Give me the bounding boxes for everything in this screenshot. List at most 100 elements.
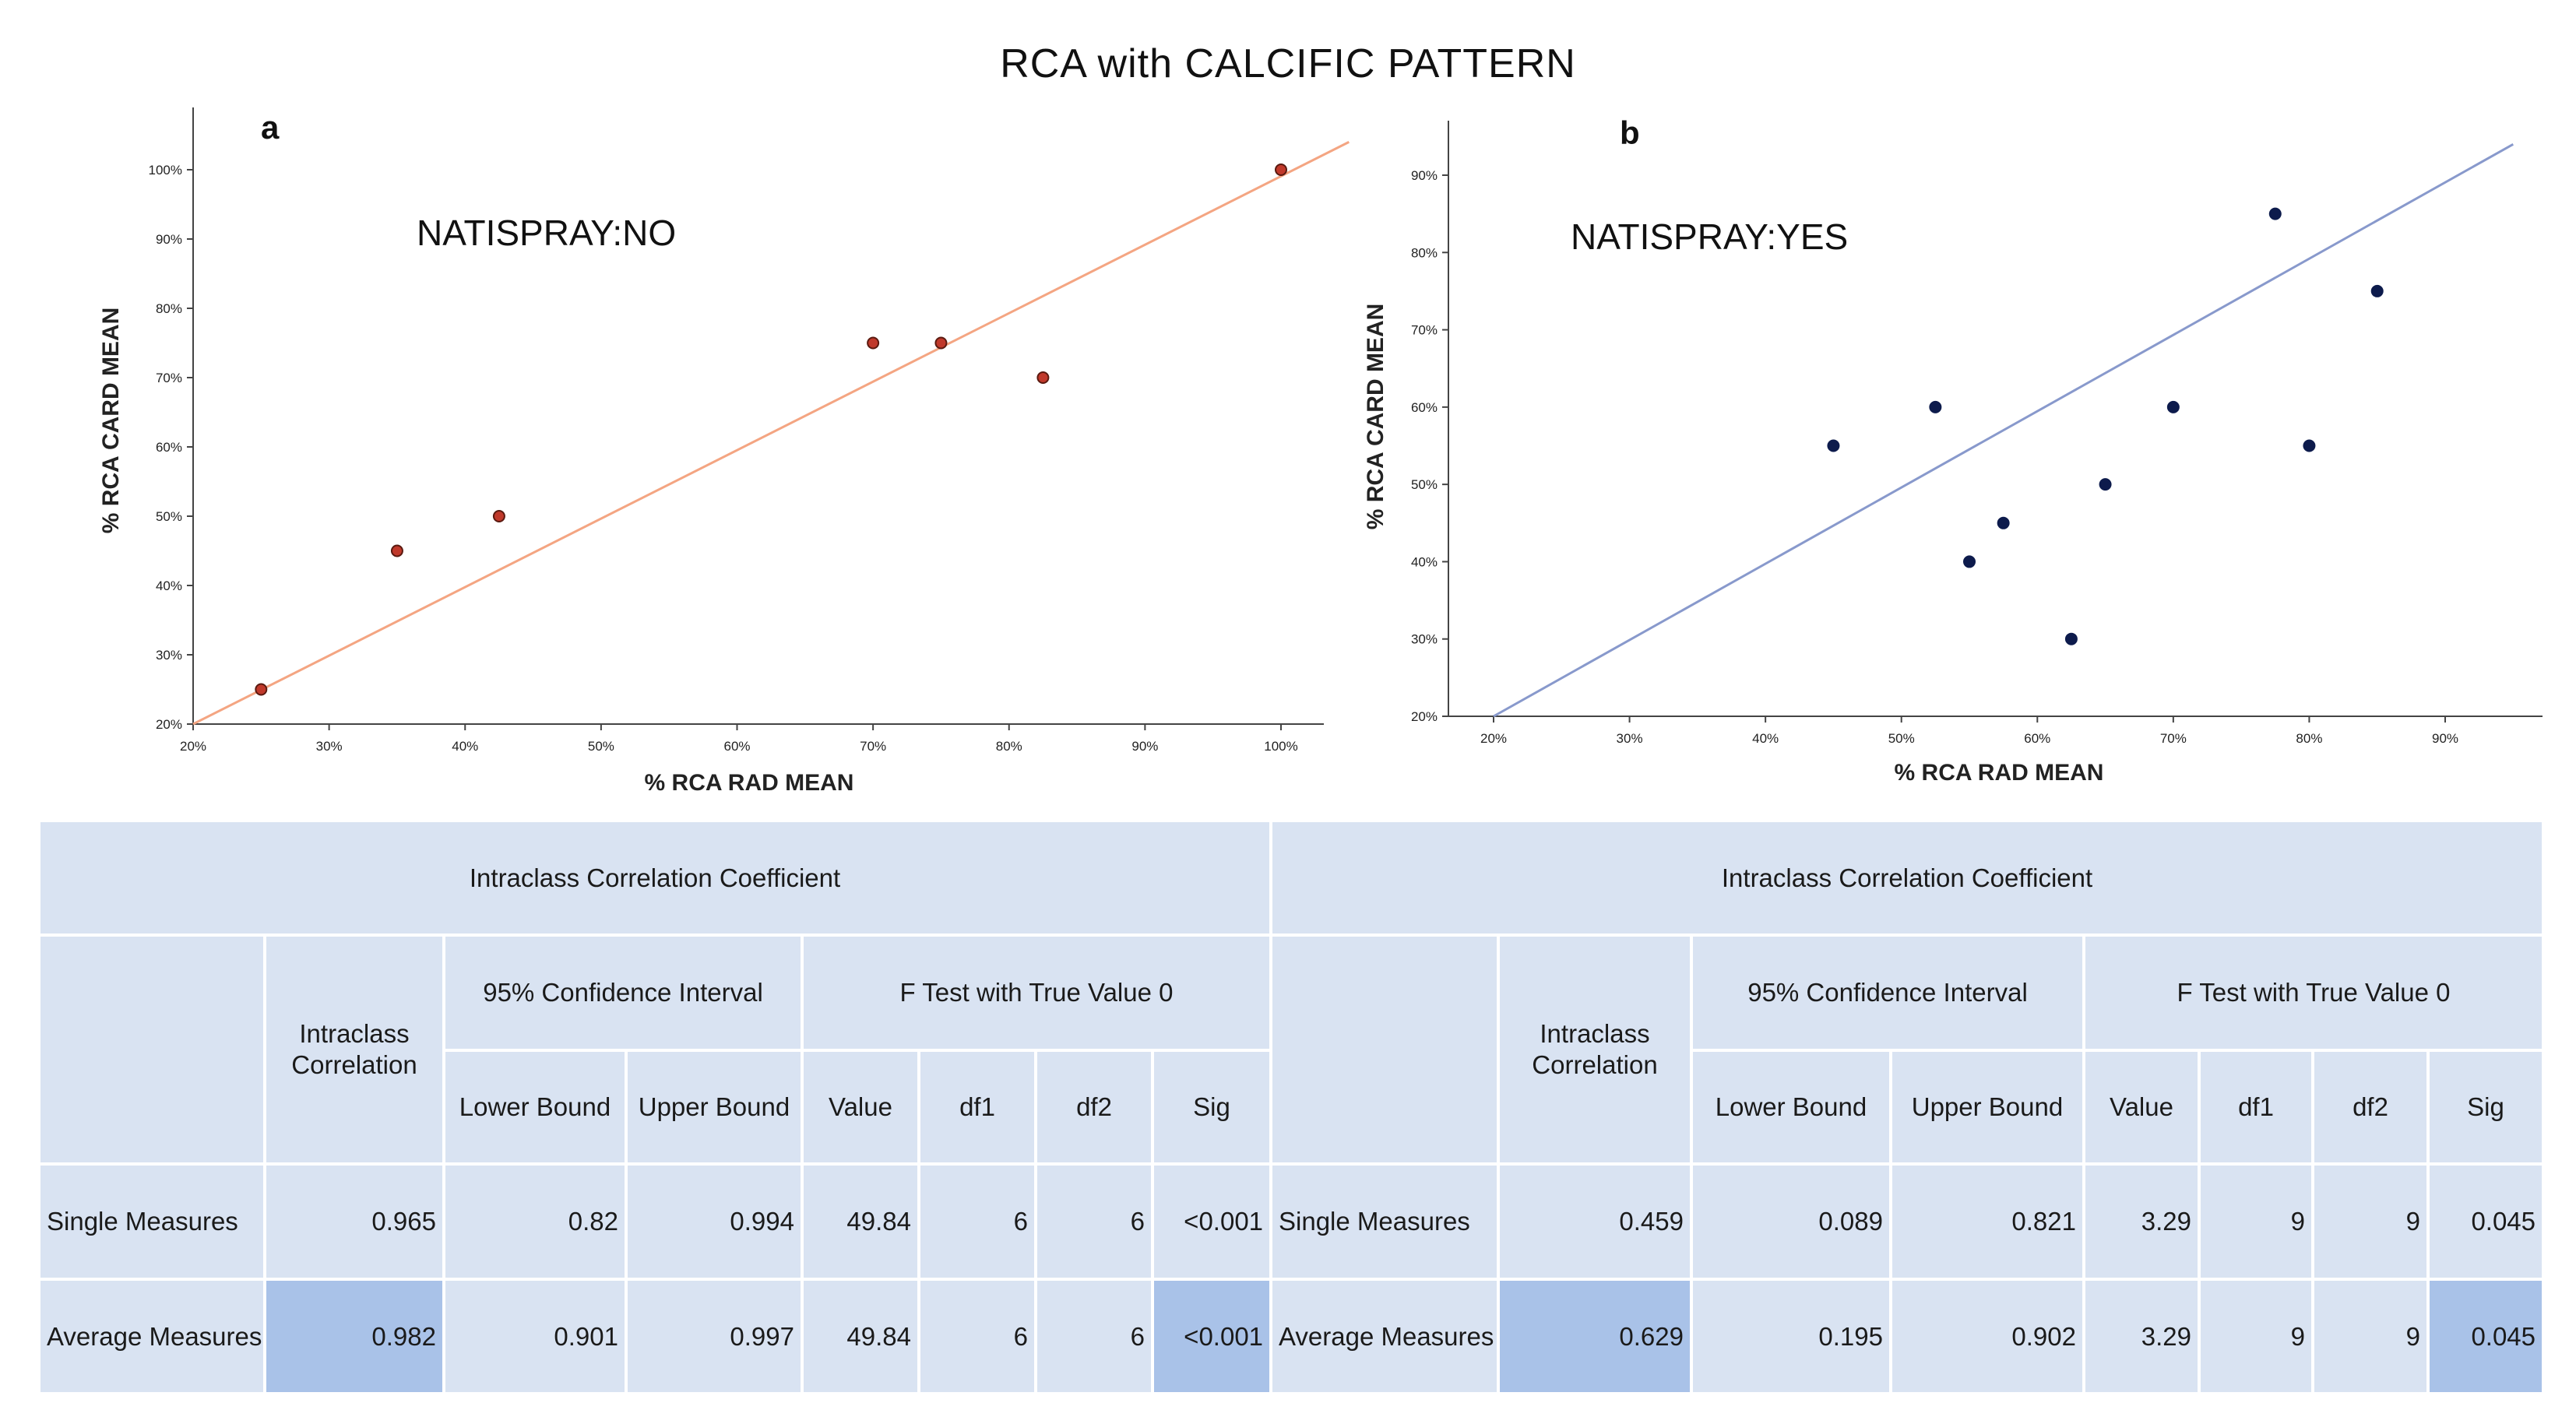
cell-sig: <0.001	[1150, 1162, 1273, 1281]
cell-df2: 6	[1034, 1162, 1154, 1281]
x-axis-label: % RCA RAD MEAN	[645, 770, 854, 796]
data-point	[390, 544, 403, 557]
y-axis-label: % RCA CARD MEAN	[98, 308, 124, 534]
data-point	[492, 510, 505, 522]
row-label: Single Measures	[37, 1162, 266, 1281]
row-label: Average Measures	[1269, 1278, 1500, 1395]
data-point	[867, 336, 880, 350]
x-tick-label: 40%	[452, 739, 478, 754]
row-label-header	[1269, 934, 1500, 1166]
fit-line	[1493, 142, 2514, 718]
col-sig: Sig	[1150, 1049, 1273, 1166]
icc-table-left: Intraclass Correlation Coefficient Intra…	[37, 819, 1273, 1395]
table-row: Single Measures 0.459 0.089 0.821 3.29 9…	[1269, 1162, 2546, 1281]
cell-df1: 9	[2198, 1278, 2314, 1395]
y-tick-label: 90%	[1411, 168, 1438, 183]
x-tick-label: 60%	[723, 739, 750, 754]
row-label: Single Measures	[1269, 1162, 1500, 1281]
col-upper-bound: Upper Bound	[625, 1049, 804, 1166]
cell-lower: 0.901	[442, 1278, 628, 1395]
cell-df1: 9	[2198, 1162, 2314, 1281]
y-tick-label: 50%	[1411, 477, 1438, 492]
x-tick-label: 20%	[180, 739, 206, 754]
x-tick-label: 30%	[316, 739, 343, 754]
cell-icc: 0.629	[1497, 1278, 1693, 1395]
y-tick-label: 20%	[1411, 709, 1438, 724]
x-tick-label: 100%	[1264, 739, 1297, 754]
y-tick-label: 70%	[156, 371, 182, 385]
col-header-ftest: F Test with True Value 0	[2082, 934, 2546, 1052]
data-point	[255, 683, 268, 696]
cell-df1: 6	[917, 1162, 1037, 1281]
cell-upper: 0.994	[625, 1162, 804, 1281]
table-header: Intraclass Correlation Coefficient	[37, 819, 1273, 937]
cell-sig: 0.045	[2426, 1162, 2546, 1281]
col-df2: df2	[1034, 1049, 1154, 1166]
table-row: Single Measures 0.965 0.82 0.994 49.84 6…	[37, 1162, 1273, 1281]
x-axis-label: % RCA RAD MEAN	[1895, 760, 2104, 786]
row-label: Average Measures	[37, 1278, 266, 1395]
condition-label: NATISPRAY:YES	[1571, 216, 1848, 257]
col-sig: Sig	[2426, 1049, 2546, 1166]
cell-df2: 9	[2311, 1162, 2430, 1281]
col-df1: df1	[2198, 1049, 2314, 1166]
x-tick-label: 90%	[2432, 731, 2458, 746]
x-tick-label: 70%	[2160, 731, 2187, 746]
x-tick-label: 70%	[860, 739, 886, 754]
x-tick-label: 60%	[2024, 731, 2050, 746]
y-tick-label: 90%	[156, 232, 182, 247]
cell-upper: 0.902	[1889, 1278, 2085, 1395]
col-df2: df2	[2311, 1049, 2430, 1166]
x-tick-label: 50%	[1888, 731, 1915, 746]
cell-sig: 0.045	[2426, 1278, 2546, 1395]
cell-lower: 0.82	[442, 1162, 628, 1281]
x-tick-label: 90%	[1131, 739, 1158, 754]
col-df1: df1	[917, 1049, 1037, 1166]
data-point	[934, 336, 948, 350]
data-point	[2268, 207, 2282, 220]
data-point	[1275, 164, 1287, 176]
cell-df1: 6	[917, 1278, 1037, 1395]
col-lower-bound: Lower Bound	[442, 1049, 628, 1166]
y-tick-label: 80%	[1411, 245, 1438, 260]
cell-sig: <0.001	[1150, 1278, 1273, 1395]
cell-value: 49.84	[801, 1278, 920, 1395]
cell-df2: 6	[1034, 1278, 1154, 1395]
x-tick-label: 20%	[1480, 731, 1507, 746]
data-point	[2370, 284, 2384, 297]
cell-lower: 0.089	[1690, 1162, 1892, 1281]
cell-icc: 0.965	[263, 1162, 445, 1281]
x-tick-label: 50%	[588, 739, 614, 754]
y-tick-label: 70%	[1411, 323, 1438, 338]
cell-icc: 0.982	[263, 1278, 445, 1395]
y-tick-label: 30%	[1411, 632, 1438, 647]
x-tick-label: 30%	[1617, 731, 1643, 746]
icc-table-right: Intraclass Correlation Coefficient Intra…	[1269, 819, 2546, 1395]
col-header-ftest: F Test with True Value 0	[800, 934, 1273, 1052]
y-tick-label: 80%	[156, 301, 182, 316]
col-header-icc: Intraclass Correlation	[1497, 934, 1693, 1166]
col-header-icc: Intraclass Correlation	[263, 934, 445, 1166]
col-header-ci: 95% Confidence Interval	[1690, 934, 2085, 1052]
cell-lower: 0.195	[1690, 1278, 1892, 1395]
col-header-ci: 95% Confidence Interval	[442, 934, 804, 1052]
col-upper-bound: Upper Bound	[1889, 1049, 2085, 1166]
cell-value: 3.29	[2082, 1162, 2201, 1281]
row-label-header	[37, 934, 266, 1166]
data-point	[2166, 400, 2180, 413]
y-tick-label: 30%	[156, 648, 182, 663]
cell-upper: 0.997	[625, 1278, 804, 1395]
table-header: Intraclass Correlation Coefficient	[1269, 819, 2546, 937]
condition-label: NATISPRAY:NO	[417, 213, 676, 253]
x-tick-label: 80%	[2296, 731, 2322, 746]
data-point	[2303, 439, 2316, 452]
data-point	[1997, 516, 2010, 529]
data-point	[1929, 400, 1942, 413]
y-tick-label: 50%	[156, 509, 182, 524]
cell-value: 49.84	[801, 1162, 920, 1281]
panel-label: b	[1620, 114, 1640, 151]
cell-icc: 0.459	[1497, 1162, 1693, 1281]
cell-df2: 9	[2311, 1278, 2430, 1395]
page-title: RCA with CALCIFIC PATTERN	[1000, 41, 1576, 86]
y-tick-label: 60%	[156, 440, 182, 455]
